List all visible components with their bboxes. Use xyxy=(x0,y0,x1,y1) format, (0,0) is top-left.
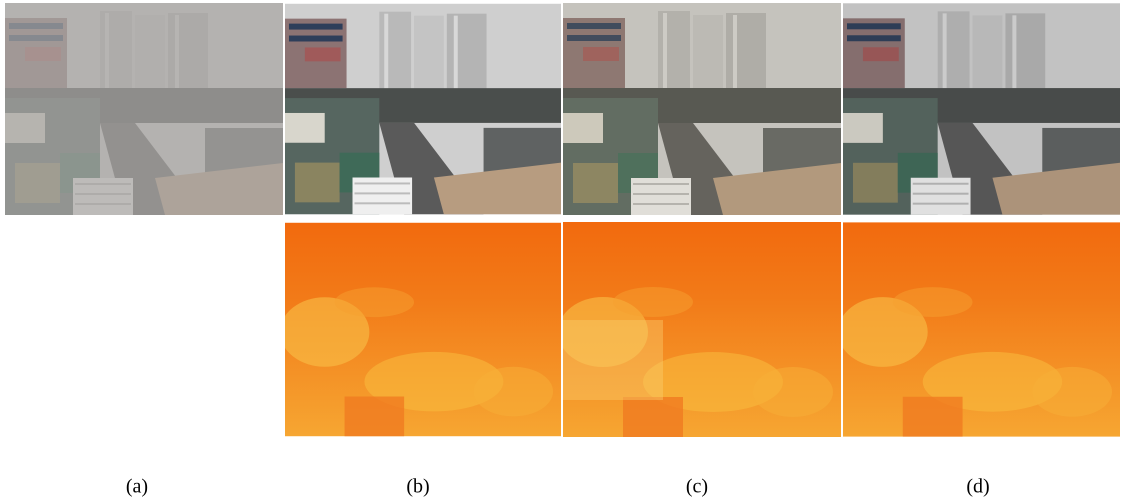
result-d xyxy=(843,3,1120,215)
figure: (a) (b) (c) (d) xyxy=(0,0,1123,500)
caption: (c) xyxy=(686,476,708,498)
page: (a) (b) (c) (d) (() => { const data = JS… xyxy=(0,0,1123,500)
depth-map-c xyxy=(558,222,841,437)
caption: (b) xyxy=(406,476,429,498)
caption: (a) xyxy=(126,476,148,498)
result-c xyxy=(563,3,841,215)
depth-map-b xyxy=(280,223,561,436)
result-b xyxy=(285,4,561,214)
caption: (d) xyxy=(966,476,989,498)
depth-map-d xyxy=(838,222,1120,436)
hazy-input xyxy=(5,3,283,215)
